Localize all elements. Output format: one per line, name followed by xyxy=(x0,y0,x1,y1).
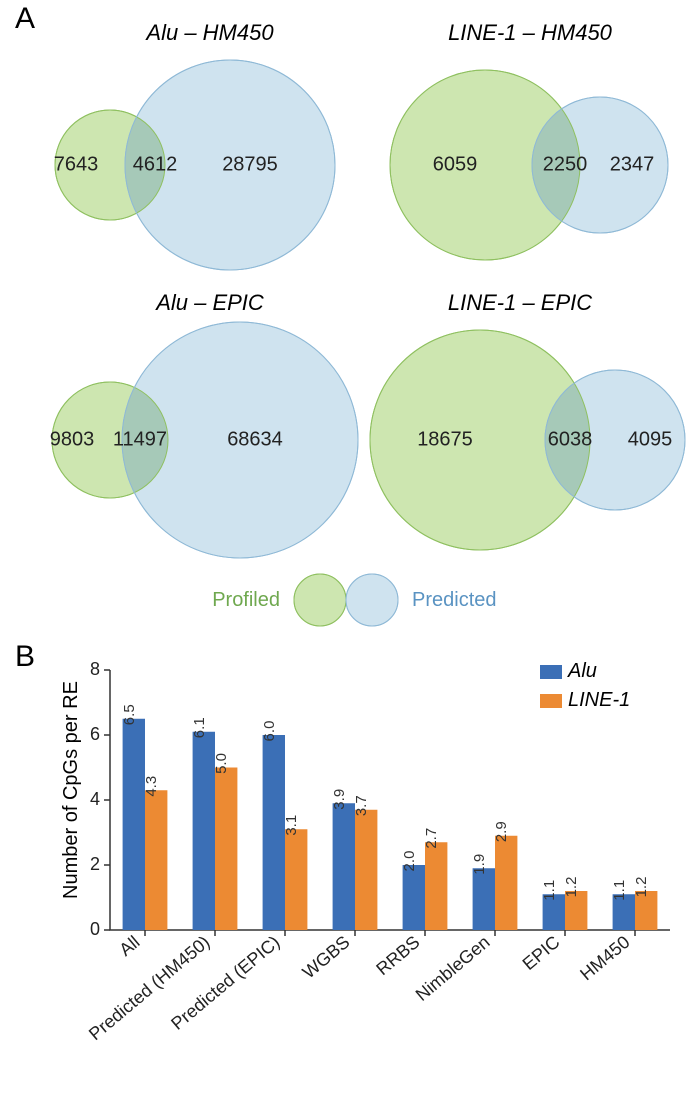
svg-text:1.1: 1.1 xyxy=(611,880,628,901)
svg-text:Predicted: Predicted xyxy=(412,589,497,611)
svg-text:28795: 28795 xyxy=(222,153,278,175)
svg-text:Profiled: Profiled xyxy=(212,589,280,611)
svg-text:3.1: 3.1 xyxy=(283,815,300,836)
svg-text:1.2: 1.2 xyxy=(563,877,580,898)
svg-text:6038: 6038 xyxy=(548,428,593,450)
svg-text:3.7: 3.7 xyxy=(353,795,370,816)
svg-text:HM450: HM450 xyxy=(576,932,633,985)
svg-text:8: 8 xyxy=(90,659,100,679)
svg-text:Predicted (HM450): Predicted (HM450) xyxy=(85,932,214,1044)
svg-text:6.5: 6.5 xyxy=(121,704,138,725)
venn-1: 6059 2250 2347 xyxy=(370,55,680,275)
svg-text:1.1: 1.1 xyxy=(541,880,558,901)
panel-b-legend: Alu LINE-1 xyxy=(540,660,630,718)
svg-text:0: 0 xyxy=(90,919,100,939)
svg-text:3.9: 3.9 xyxy=(331,789,348,810)
venn-title-3: LINE-1 – EPIC xyxy=(370,290,670,316)
svg-text:2250: 2250 xyxy=(543,153,588,175)
svg-text:WGBS: WGBS xyxy=(299,932,354,983)
venn-title-2: Alu – EPIC xyxy=(60,290,360,316)
svg-text:2.9: 2.9 xyxy=(493,821,510,842)
svg-text:4612: 4612 xyxy=(133,153,178,175)
svg-text:6059: 6059 xyxy=(433,153,478,175)
svg-text:68634: 68634 xyxy=(227,428,283,450)
legend-alu-label: Alu xyxy=(568,660,597,682)
svg-text:All: All xyxy=(115,932,143,960)
venn-0: 7643 4612 28795 xyxy=(40,50,350,280)
panel-b-label: B xyxy=(15,640,35,674)
svg-text:9803: 9803 xyxy=(50,428,95,450)
svg-text:2.7: 2.7 xyxy=(423,828,440,849)
svg-text:6: 6 xyxy=(90,724,100,744)
svg-text:2347: 2347 xyxy=(610,153,655,175)
legend-line1: LINE-1 xyxy=(540,689,630,712)
figure-root: A Alu – HM450 LINE-1 – HM450 Alu – EPIC … xyxy=(0,0,693,1102)
svg-text:2: 2 xyxy=(90,854,100,874)
svg-text:4095: 4095 xyxy=(628,428,673,450)
svg-text:1.9: 1.9 xyxy=(471,854,488,875)
svg-text:RRBS: RRBS xyxy=(372,932,423,979)
svg-text:7643: 7643 xyxy=(54,153,99,175)
svg-text:2.0: 2.0 xyxy=(401,851,418,872)
svg-text:6.1: 6.1 xyxy=(191,717,208,738)
svg-text:EPIC: EPIC xyxy=(519,932,564,974)
svg-text:6.0: 6.0 xyxy=(261,721,278,742)
svg-text:4.3: 4.3 xyxy=(143,776,160,797)
svg-text:11497: 11497 xyxy=(113,428,167,450)
venn-title-0: Alu – HM450 xyxy=(60,20,360,46)
panel-a-label: A xyxy=(15,2,35,36)
legend-line1-label: LINE-1 xyxy=(568,689,630,711)
svg-text:5.0: 5.0 xyxy=(213,753,230,774)
panel-a-legend: Profiled Predicted xyxy=(0,570,693,636)
venn-2: 9803 11497 68634 xyxy=(40,315,370,565)
svg-text:1.2: 1.2 xyxy=(633,877,650,898)
svg-text:NimbleGen: NimbleGen xyxy=(412,932,494,1005)
swatch-alu xyxy=(540,665,562,679)
svg-text:4: 4 xyxy=(90,789,100,809)
legend-alu: Alu xyxy=(540,660,630,683)
venn-title-1: LINE-1 – HM450 xyxy=(380,20,680,46)
swatch-line1 xyxy=(540,694,562,708)
svg-text:18675: 18675 xyxy=(417,428,473,450)
venn-3: 18675 6038 4095 xyxy=(355,320,693,565)
